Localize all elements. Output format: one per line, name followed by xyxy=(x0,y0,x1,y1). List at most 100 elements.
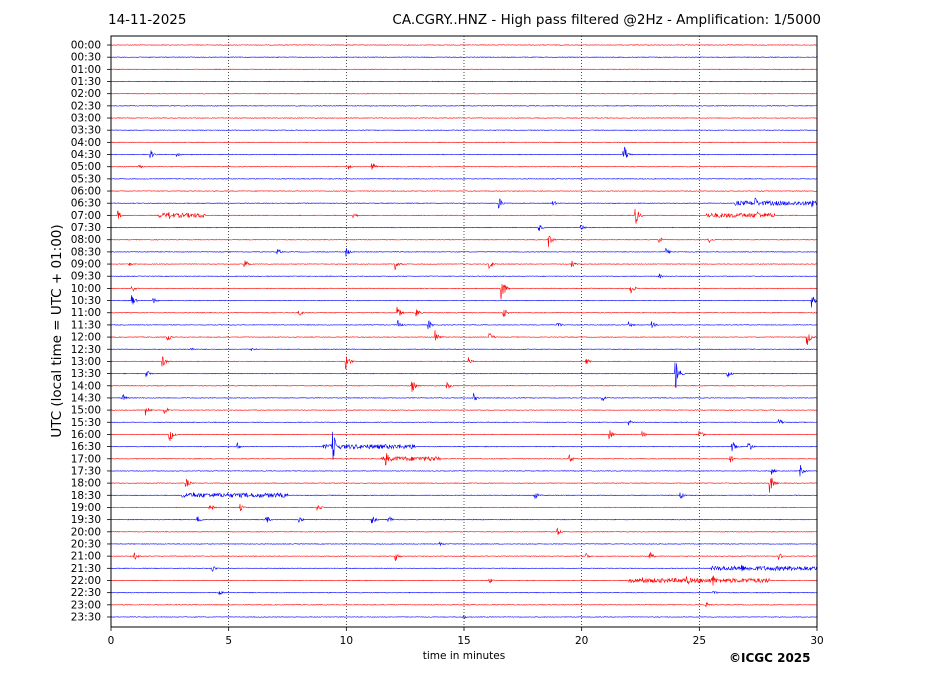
row-label: 14:30 xyxy=(71,392,101,404)
trace-1800 xyxy=(111,477,817,493)
trace-1900 xyxy=(111,503,817,512)
row-label: 01:00 xyxy=(71,64,101,76)
row-label: 13:00 xyxy=(71,356,101,368)
x-tick-label: 5 xyxy=(225,635,232,647)
trace-0130 xyxy=(111,80,817,83)
x-tick-label: 0 xyxy=(108,635,115,647)
plot-frame xyxy=(110,35,818,628)
row-label: 19:00 xyxy=(71,502,101,514)
trace-0930 xyxy=(111,273,817,279)
trace-1600 xyxy=(111,430,817,442)
row-label: 15:00 xyxy=(71,405,101,417)
trace-0630 xyxy=(111,197,817,209)
trace-1030 xyxy=(111,295,817,308)
row-label: 16:30 xyxy=(71,441,101,453)
trace-1500 xyxy=(111,407,817,416)
trace-2130 xyxy=(111,564,817,572)
trace-1400 xyxy=(111,381,817,393)
trace-0530 xyxy=(111,178,817,180)
x-tick-label: 15 xyxy=(457,635,470,647)
row-label: 00:00 xyxy=(71,40,101,52)
row-label: 08:00 xyxy=(71,234,101,246)
x-tick-label: 10 xyxy=(340,635,353,647)
trace-0430 xyxy=(111,146,817,159)
row-label: 19:30 xyxy=(71,514,101,526)
trace-2100 xyxy=(111,551,817,561)
row-label: 17:00 xyxy=(71,453,101,465)
trace-1300 xyxy=(111,356,817,370)
trace-2300 xyxy=(111,602,817,608)
trace-1430 xyxy=(111,392,817,402)
row-label: 16:00 xyxy=(71,429,101,441)
row-label: 08:30 xyxy=(71,246,101,258)
row-label: 18:00 xyxy=(71,478,101,490)
row-label: 12:30 xyxy=(71,344,101,356)
trace-2000 xyxy=(111,527,817,536)
trace-0400 xyxy=(111,141,817,144)
trace-0730 xyxy=(111,224,817,231)
x-axis-label: time in minutes xyxy=(422,650,506,662)
row-label: 15:30 xyxy=(71,417,101,429)
row-label: 05:30 xyxy=(71,173,101,185)
trace-0300 xyxy=(111,117,817,119)
row-label: 09:30 xyxy=(71,271,101,283)
row-label: 03:30 xyxy=(71,125,101,137)
trace-1530 xyxy=(111,418,817,426)
row-label: 06:00 xyxy=(71,186,101,198)
row-label: 05:00 xyxy=(71,161,101,173)
row-label: 23:00 xyxy=(71,599,101,611)
row-label: 02:30 xyxy=(71,100,101,112)
trace-2230 xyxy=(111,590,817,596)
date-label: 14-11-2025 xyxy=(108,12,187,28)
row-label: 13:30 xyxy=(71,368,101,380)
row-label: 01:30 xyxy=(71,76,101,88)
row-label: 10:00 xyxy=(71,283,101,295)
trace-0230 xyxy=(111,105,817,107)
row-label: 11:00 xyxy=(71,307,101,319)
trace-1100 xyxy=(111,306,817,317)
row-label: 22:30 xyxy=(71,587,101,599)
trace-1930 xyxy=(111,516,817,524)
x-tick-label: 25 xyxy=(693,635,706,647)
row-label: 22:00 xyxy=(71,575,101,587)
row-label: 10:30 xyxy=(71,295,101,307)
trace-0800 xyxy=(111,235,817,248)
row-label: 18:30 xyxy=(71,490,101,502)
trace-1200 xyxy=(111,330,817,345)
trace-1630 xyxy=(111,431,817,460)
row-label: 03:00 xyxy=(71,113,101,125)
row-label: 12:00 xyxy=(71,332,101,344)
row-label: 21:30 xyxy=(71,563,101,575)
trace-0000 xyxy=(111,44,817,46)
trace-1000 xyxy=(111,283,817,300)
trace-0030 xyxy=(111,56,817,58)
row-label: 02:00 xyxy=(71,88,101,100)
trace-2200 xyxy=(111,575,817,586)
row-label: 17:30 xyxy=(71,465,101,477)
trace-0830 xyxy=(111,248,817,257)
trace-1130 xyxy=(111,319,817,330)
trace-0500 xyxy=(111,163,817,170)
row-label: 06:30 xyxy=(71,198,101,210)
copyright-label: ©ICGC 2025 xyxy=(729,651,811,665)
trace-2030 xyxy=(111,541,817,547)
trace-1700 xyxy=(111,453,817,466)
x-tick-label: 30 xyxy=(810,635,823,647)
row-label: 07:30 xyxy=(71,222,101,234)
row-label: 20:30 xyxy=(71,538,101,550)
row-label: 11:30 xyxy=(71,319,101,331)
trace-0600 xyxy=(111,190,817,192)
row-label: 09:00 xyxy=(71,259,101,271)
trace-1330 xyxy=(111,362,817,388)
trace-0100 xyxy=(111,68,817,71)
row-label: 04:30 xyxy=(71,149,101,161)
row-label: 21:00 xyxy=(71,551,101,563)
x-tick-label: 20 xyxy=(575,635,588,647)
row-label: 07:00 xyxy=(71,210,101,222)
trace-0330 xyxy=(111,129,817,131)
row-label: 00:30 xyxy=(71,52,101,64)
row-label: 14:00 xyxy=(71,380,101,392)
traces-group xyxy=(111,44,817,619)
